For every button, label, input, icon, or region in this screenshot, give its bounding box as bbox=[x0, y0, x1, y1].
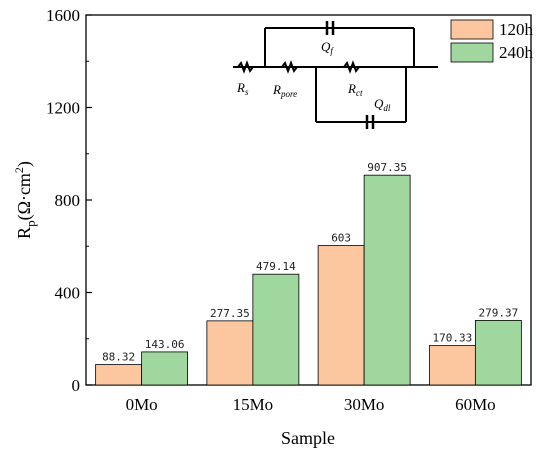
circuit-diagram bbox=[233, 21, 438, 129]
data-label: 479.14 bbox=[256, 260, 296, 273]
legend-label-240h: 240h bbox=[499, 43, 534, 62]
y-tick-label: 400 bbox=[55, 284, 81, 303]
x-axis-title: Sample bbox=[281, 428, 335, 448]
legend-swatch-120h bbox=[450, 19, 494, 40]
bar-120h-0Mo bbox=[95, 364, 143, 386]
legend: 120h 240h bbox=[450, 19, 534, 63]
data-label: 603 bbox=[331, 232, 351, 245]
data-label: 170.33 bbox=[433, 332, 473, 345]
data-label: 907.35 bbox=[367, 161, 407, 174]
y-tick-label: 800 bbox=[55, 191, 81, 210]
x-tick-label: 15Mo bbox=[233, 395, 274, 414]
resistor-rct-symbol bbox=[343, 60, 360, 74]
y-tick-label: 1600 bbox=[46, 6, 80, 25]
circuit-label-qf: Qf bbox=[321, 39, 334, 56]
circuit-label-rct: Rct bbox=[347, 81, 363, 98]
legend-label-120h: 120h bbox=[499, 20, 534, 39]
data-label: 88.32 bbox=[102, 351, 135, 364]
resistor-rs-symbol bbox=[237, 60, 254, 74]
x-tick-label: 60Mo bbox=[455, 395, 496, 414]
plot-frame bbox=[85, 14, 532, 386]
circuit-label-qdl: Qdl bbox=[374, 96, 391, 113]
bars-group bbox=[95, 174, 522, 386]
data-label: 279.37 bbox=[479, 306, 519, 319]
circuit-label-rpore: Rpore bbox=[272, 82, 297, 99]
bar-120h-15Mo bbox=[206, 320, 254, 386]
y-axis-title: Rp(Ω·cm2) bbox=[12, 161, 38, 239]
data-label: 277.35 bbox=[210, 307, 250, 320]
bar-240h-15Mo bbox=[252, 273, 300, 386]
bar-120h-30Mo bbox=[317, 245, 365, 386]
circuit-label-rs: Rs bbox=[236, 80, 249, 97]
x-tick-label: 30Mo bbox=[344, 395, 385, 414]
resistor-rpore-symbol bbox=[281, 60, 298, 74]
legend-swatch-240h bbox=[450, 42, 494, 63]
circuit-labels: Rs Rpore Rct Qf Qdl bbox=[236, 39, 391, 113]
bar-240h-30Mo bbox=[363, 174, 411, 386]
data-labels-group: 88.32 277.35 603 170.33 143.06 479.14 907.35 27… bbox=[102, 161, 518, 363]
x-tick-label: 0Mo bbox=[126, 395, 158, 414]
axis-ticks: 0 400 800 1200 1600 0Mo 15Mo 30Mo 60Mo bbox=[46, 6, 496, 414]
y-tick-label: 1200 bbox=[46, 99, 80, 118]
y-tick-label: 0 bbox=[72, 376, 81, 395]
bar-120h-60Mo bbox=[428, 345, 476, 386]
bar-240h-0Mo bbox=[141, 351, 189, 386]
bar-240h-60Mo bbox=[474, 319, 522, 386]
data-label: 143.06 bbox=[145, 338, 185, 351]
